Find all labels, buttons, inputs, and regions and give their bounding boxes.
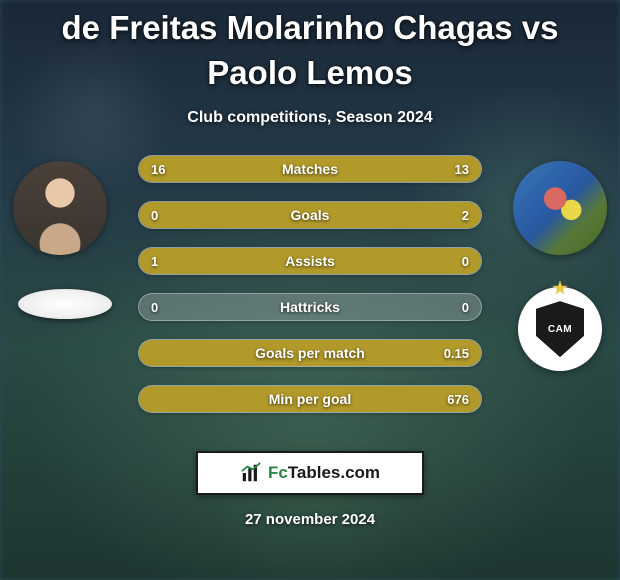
club-right-logo: CAM — [518, 287, 602, 371]
club-left-logo — [18, 289, 112, 319]
comparison-area: CAM Matches1613Goals02Assists10Hattricks… — [0, 155, 620, 435]
club-right-text: CAM — [548, 324, 572, 335]
player-left-avatar — [13, 161, 107, 255]
brand-box: FcTables.com — [196, 451, 424, 495]
stat-value-left: 1 — [139, 248, 170, 274]
stat-value-right: 2 — [450, 202, 481, 228]
stat-value-left — [139, 340, 163, 366]
stat-value-right: 13 — [443, 156, 481, 182]
club-right-shield: CAM — [536, 301, 584, 357]
player-right-avatar — [513, 161, 607, 255]
stat-label: Min per goal — [139, 386, 481, 412]
page-title: de Freitas Molarinho Chagas vs Paolo Lem… — [0, 6, 620, 95]
stat-row: Assists1 0 — [138, 247, 482, 275]
date-text: 27 november 2024 — [0, 511, 620, 528]
brand-icon — [240, 462, 262, 484]
stat-value-right: 0 — [450, 248, 481, 274]
stat-value-left: 16 — [139, 156, 177, 182]
content: de Freitas Molarinho Chagas vs Paolo Lem… — [0, 0, 620, 580]
stat-value-right: 0 — [450, 294, 481, 320]
stat-value-right: 676 — [435, 386, 481, 412]
subtitle: Club competitions, Season 2024 — [0, 109, 620, 127]
stat-value-left: 0 — [139, 202, 170, 228]
stat-row: Hattricks0 0 — [138, 293, 482, 321]
stat-value-left: 0 — [139, 294, 170, 320]
brand-prefix: Fc — [268, 463, 288, 482]
stat-row: Min per goal676 — [138, 385, 482, 413]
stat-label: Goals per match — [139, 340, 481, 366]
stat-label: Matches — [139, 156, 481, 182]
stat-row: Goals per match0.15 — [138, 339, 482, 367]
stat-row: Goals0 2 — [138, 201, 482, 229]
stat-label: Goals — [139, 202, 481, 228]
stat-row: Matches16 13 — [138, 155, 482, 183]
stat-label: Assists — [139, 248, 481, 274]
stat-value-left — [139, 386, 163, 412]
brand-text: FcTables.com — [268, 463, 380, 483]
brand-suffix: Tables.com — [288, 463, 380, 482]
stat-bars: Matches1613Goals02Assists10Hattricks00Go… — [138, 155, 482, 431]
stat-label: Hattricks — [139, 294, 481, 320]
stat-value-right: 0.15 — [432, 340, 481, 366]
